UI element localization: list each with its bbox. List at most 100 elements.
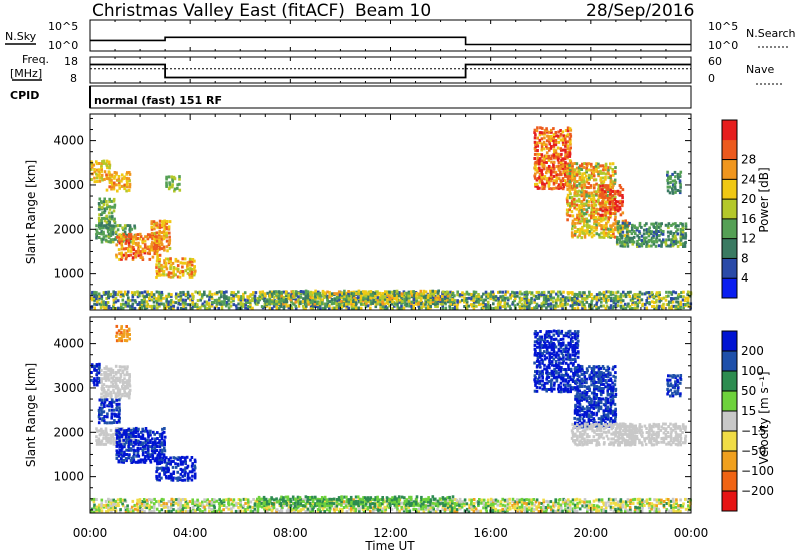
data-cell [143,509,146,513]
data-cell [661,232,665,236]
data-cell [126,442,130,446]
data-cell [582,204,586,208]
noise-right-tick-top: 10^5 [708,20,738,33]
data-cell [674,180,678,184]
data-cell [212,509,216,513]
data-cell [540,306,543,310]
data-cell [193,305,197,308]
data-cell [108,421,112,425]
data-cell [570,297,574,300]
data-cell [628,295,632,298]
data-cell [519,298,522,302]
data-cell [186,509,190,513]
data-cell [160,235,163,239]
data-cell [548,170,551,174]
data-cell [321,298,324,302]
data-cell [415,302,418,306]
data-cell [128,304,132,308]
data-cell [549,304,552,308]
data-cell [583,219,586,223]
data-cell [628,305,632,308]
data-cell [104,442,108,446]
data-cell [360,291,363,295]
data-cell [561,130,565,134]
data-cell [607,168,610,172]
data-cell [526,292,529,296]
data-cell [575,207,579,211]
data-cell [626,290,630,294]
data-cell [473,292,476,296]
data-cell [420,306,423,310]
data-cell [516,302,520,306]
data-cell [301,300,305,304]
data-cell [333,509,336,513]
data-cell [100,169,103,173]
data-cell [439,295,442,299]
data-cell [561,177,565,181]
data-cell [104,301,108,305]
data-cell [314,289,317,293]
data-cell [178,175,181,179]
data-cell [163,472,166,476]
data-cell [601,209,604,213]
data-cell [287,293,290,297]
data-cell [215,291,219,295]
data-cell [210,296,214,300]
data-cell [114,297,118,300]
data-cell [98,171,101,175]
data-cell [669,243,673,246]
data-cell [203,290,206,294]
data-cell [171,465,175,469]
data-cell [113,181,116,185]
data-cell [141,448,145,452]
data-cell [619,199,622,203]
data-cell [225,498,228,502]
data-cell [592,193,595,197]
data-cell [559,147,563,151]
data-cell [229,498,233,502]
noise-sky-label: N.Sky [5,30,37,43]
data-cell [253,296,257,300]
data-cell [652,304,656,308]
data-cell [686,290,690,294]
data-cell [614,215,617,219]
data-cell [422,289,426,293]
data-cell [123,247,126,251]
data-cell [107,377,110,381]
data-cell [575,162,579,166]
data-cell [447,300,450,304]
data-cell [132,448,136,452]
data-cell [176,259,180,263]
data-cell [158,243,161,247]
data-cell [179,294,183,298]
data-cell [127,239,130,243]
data-cell [108,223,111,226]
data-cell [603,299,606,303]
data-cell [624,306,628,310]
data-cell [626,236,630,240]
data-cell [571,291,574,295]
data-cell [141,509,144,513]
data-cell [187,293,190,297]
data-cell [620,229,623,233]
data-cell [554,149,558,153]
data-cell [112,187,116,191]
data-cell [143,457,147,461]
data-cell [216,298,219,302]
data-cell [160,450,164,454]
data-cell [592,178,596,182]
data-cell [568,152,572,156]
data-cell [239,500,242,504]
data-cell [191,470,194,474]
data-cell [211,300,214,304]
data-cell [111,205,114,209]
data-cell [577,197,581,201]
data-cell [323,510,326,513]
data-cell [534,172,537,176]
data-cell [627,302,630,306]
data-cell [518,300,521,304]
data-cell [128,379,131,383]
data-cell [595,162,598,166]
data-cell [158,458,161,462]
data-cell [497,290,500,294]
